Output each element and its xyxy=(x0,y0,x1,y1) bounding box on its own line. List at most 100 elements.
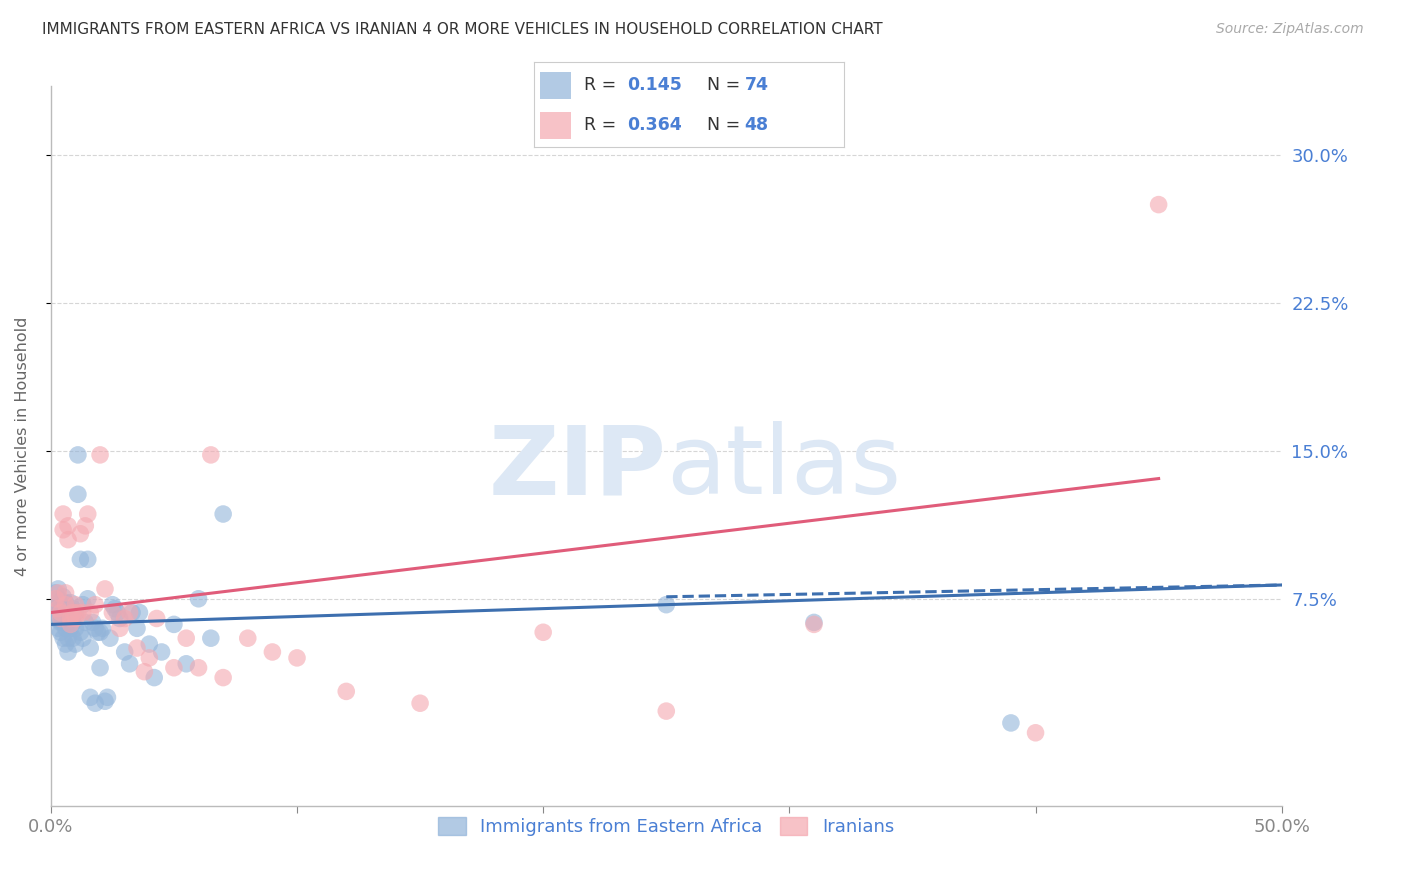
Text: 0.145: 0.145 xyxy=(627,77,682,95)
Point xyxy=(108,621,131,635)
Text: atlas: atlas xyxy=(666,421,901,514)
Point xyxy=(76,507,98,521)
Point xyxy=(138,637,160,651)
Point xyxy=(82,615,104,630)
Point xyxy=(655,598,678,612)
Point xyxy=(163,617,186,632)
Legend: Immigrants from Eastern Africa, Iranians: Immigrants from Eastern Africa, Iranians xyxy=(432,810,901,844)
Point xyxy=(52,615,75,630)
Point xyxy=(91,621,114,635)
Point xyxy=(335,684,357,698)
Point xyxy=(84,621,107,635)
Point xyxy=(1147,197,1170,211)
Point xyxy=(69,526,91,541)
Point xyxy=(62,601,84,615)
Text: 74: 74 xyxy=(745,77,769,95)
Point xyxy=(55,621,77,635)
Point xyxy=(46,582,69,596)
Point xyxy=(55,598,77,612)
Point xyxy=(72,598,94,612)
Point xyxy=(66,448,89,462)
Point xyxy=(45,586,67,600)
Text: N =: N = xyxy=(707,116,747,134)
Point xyxy=(101,606,124,620)
Point xyxy=(89,625,111,640)
Point xyxy=(46,621,69,635)
Point xyxy=(121,606,143,620)
Point xyxy=(69,552,91,566)
Text: 48: 48 xyxy=(745,116,769,134)
Point xyxy=(138,651,160,665)
Point xyxy=(42,606,65,620)
Point xyxy=(59,611,82,625)
Point xyxy=(59,611,82,625)
Point xyxy=(66,487,89,501)
Point xyxy=(52,601,75,615)
Point xyxy=(46,586,69,600)
Text: 0.364: 0.364 xyxy=(627,116,682,134)
Point xyxy=(59,621,82,635)
Point xyxy=(56,601,79,615)
Point xyxy=(105,606,128,620)
Text: Source: ZipAtlas.com: Source: ZipAtlas.com xyxy=(1216,22,1364,37)
Point xyxy=(52,631,75,645)
Text: N =: N = xyxy=(707,77,747,95)
Point xyxy=(236,631,259,645)
Point xyxy=(89,661,111,675)
Point xyxy=(56,645,79,659)
Point xyxy=(49,593,72,607)
Point xyxy=(174,657,197,671)
Point xyxy=(59,617,82,632)
Point xyxy=(803,615,825,630)
Point xyxy=(65,637,87,651)
Point xyxy=(66,606,89,620)
Point xyxy=(118,657,141,671)
Point xyxy=(62,615,84,630)
Point xyxy=(118,606,141,620)
Point xyxy=(531,625,554,640)
Point xyxy=(79,690,101,705)
Point xyxy=(56,533,79,547)
Y-axis label: 4 or more Vehicles in Household: 4 or more Vehicles in Household xyxy=(15,317,30,575)
Point xyxy=(89,448,111,462)
Point xyxy=(187,591,209,606)
Point xyxy=(49,606,72,620)
Point xyxy=(65,611,87,625)
Point xyxy=(49,615,72,630)
Point xyxy=(76,552,98,566)
Point xyxy=(94,582,117,596)
Point xyxy=(52,507,75,521)
Point xyxy=(86,625,108,640)
Point xyxy=(803,617,825,632)
Point xyxy=(56,615,79,630)
Point xyxy=(72,606,94,620)
Point xyxy=(125,621,148,635)
Point xyxy=(46,601,69,615)
Point xyxy=(46,601,69,615)
Point xyxy=(84,598,107,612)
Point xyxy=(45,598,67,612)
Point xyxy=(55,586,77,600)
Point xyxy=(52,590,75,604)
Point xyxy=(212,507,235,521)
Point xyxy=(655,704,678,718)
Point xyxy=(128,606,150,620)
Point xyxy=(65,621,87,635)
Point xyxy=(69,625,91,640)
Point xyxy=(285,651,308,665)
Point xyxy=(65,598,87,612)
Point xyxy=(174,631,197,645)
Point xyxy=(108,611,131,625)
Point xyxy=(49,601,72,615)
Point xyxy=(1025,726,1047,740)
Point xyxy=(409,696,432,710)
Text: R =: R = xyxy=(583,77,621,95)
Point xyxy=(49,625,72,640)
Point xyxy=(163,661,186,675)
Point xyxy=(72,631,94,645)
Point xyxy=(49,611,72,625)
Point xyxy=(84,696,107,710)
Point xyxy=(114,611,136,625)
Point xyxy=(200,631,222,645)
Point xyxy=(59,596,82,610)
